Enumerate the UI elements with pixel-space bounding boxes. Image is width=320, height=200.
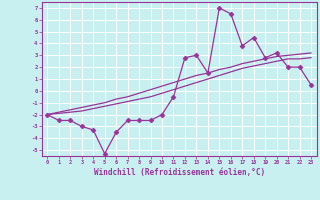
X-axis label: Windchill (Refroidissement éolien,°C): Windchill (Refroidissement éolien,°C) [94,168,265,177]
